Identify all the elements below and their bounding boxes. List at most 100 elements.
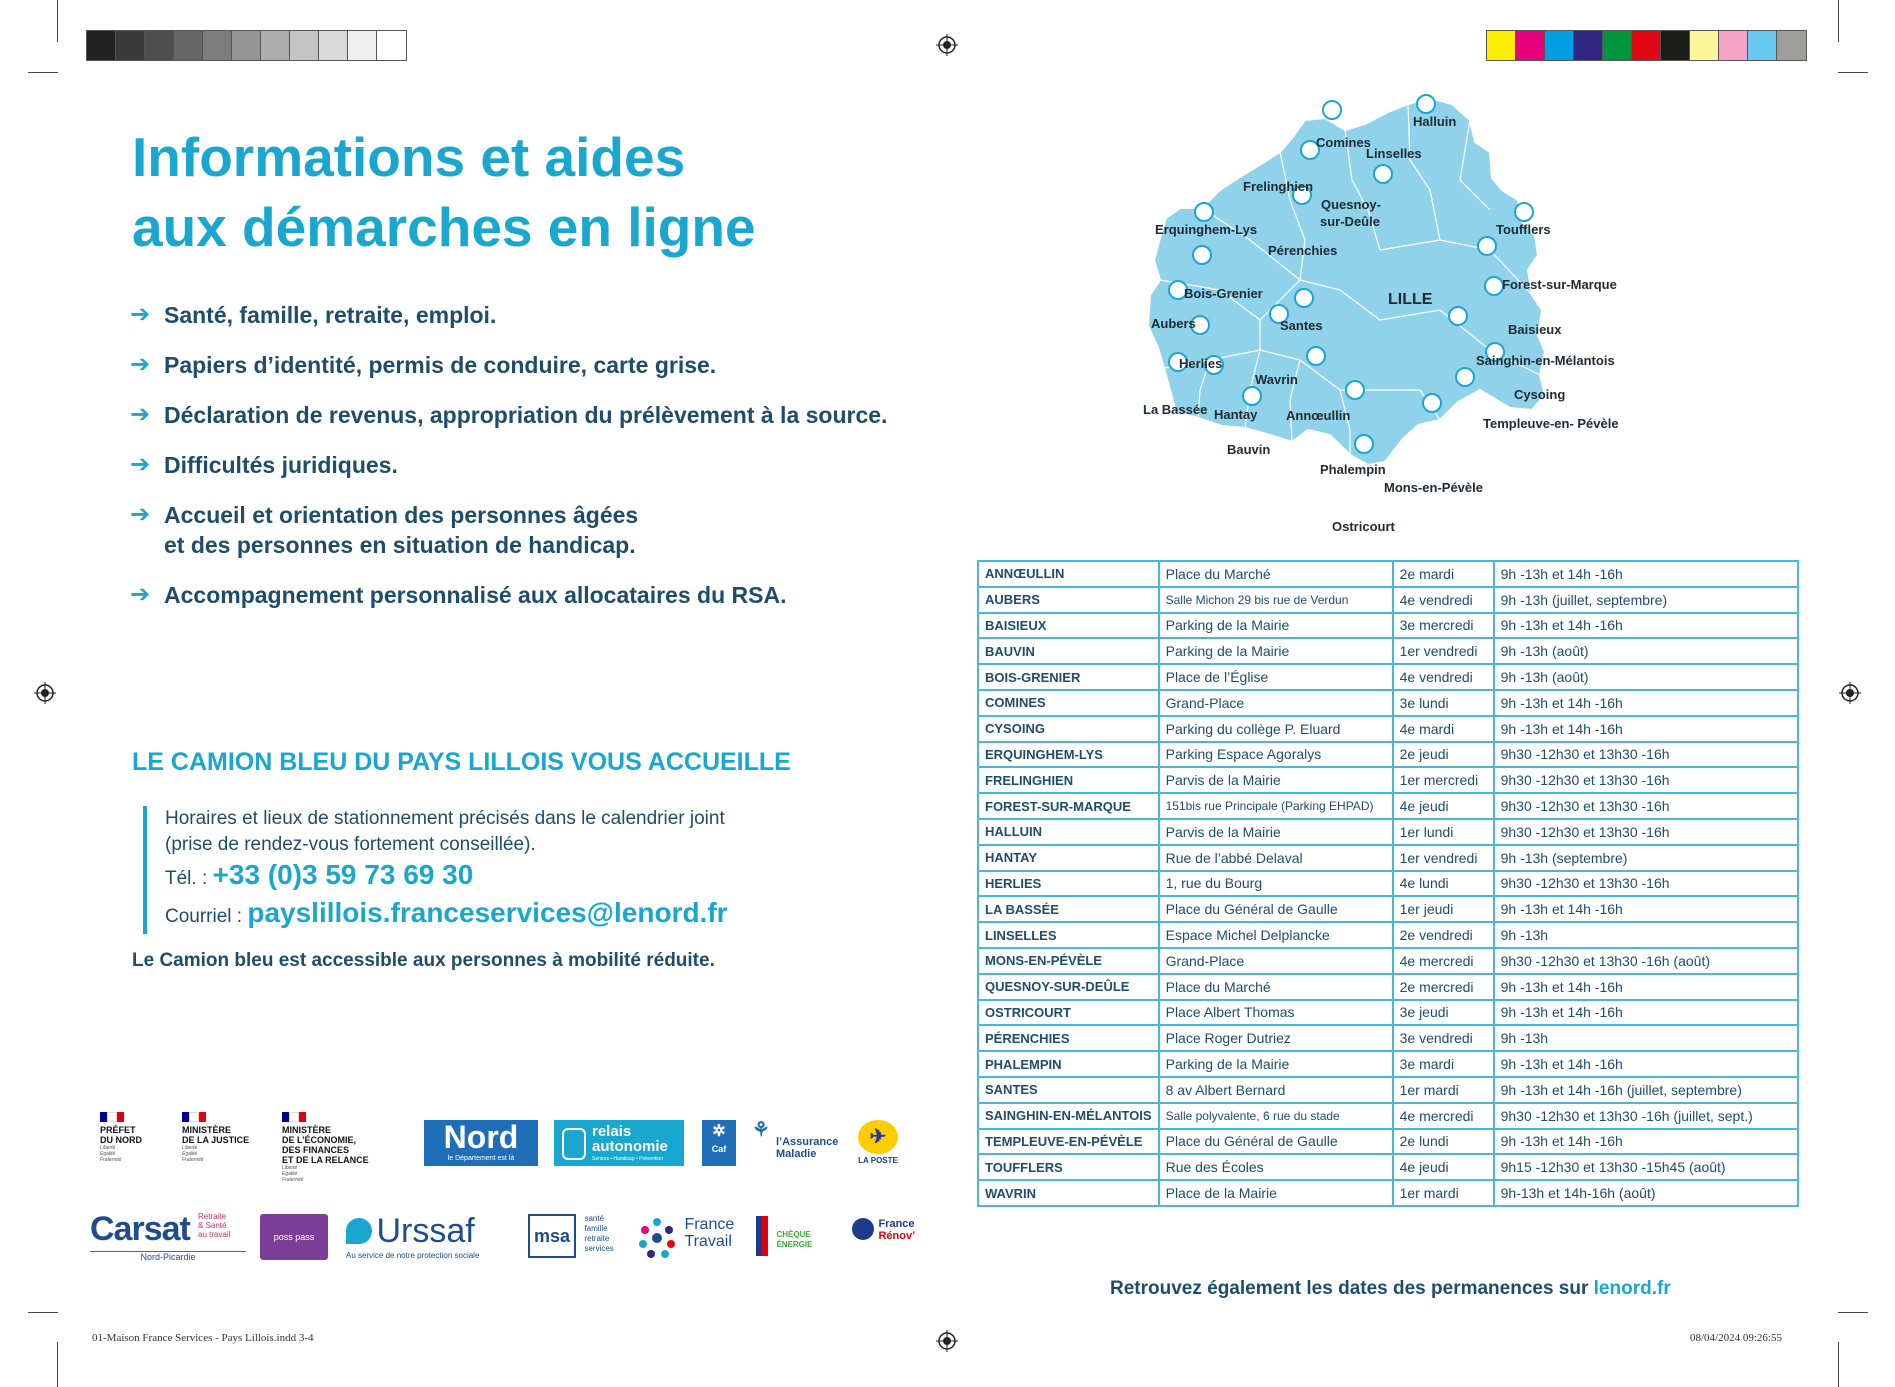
hours-cell: 9h -13h et 14h -16h	[1492, 1127, 1799, 1156]
france-travail-dots-icon	[639, 1218, 675, 1258]
camion-stop-markers	[1168, 94, 1534, 454]
hours-cell: 9h30 -12h30 et 13h30 -16h	[1492, 740, 1799, 769]
hours-cell: 9h30 -12h30 et 13h30 -16h	[1492, 869, 1799, 898]
list-item: ➔ Accueil et orientation des personnes âg…	[130, 501, 639, 558]
map-label: Templeuve-en- Pévèle	[1483, 416, 1619, 431]
email-row: Courriel : payslillois.franceservices@le…	[165, 897, 728, 928]
map-label: Bauvin	[1227, 442, 1271, 457]
day-cell: 1er jeudi	[1391, 895, 1495, 924]
stop-phalempin-icon	[1345, 380, 1365, 400]
camion-heading: LE CAMION BLEU DU PAYS LILLOIS VOUS ACCU…	[132, 748, 791, 776]
registration-mark-right-icon	[1839, 682, 1861, 704]
stop-mons-icon	[1422, 393, 1442, 413]
hours-cell: 9h30 -12h30 et 13h30 -16h	[1492, 817, 1799, 846]
table-row: TEMPLEUVE-EN-PÉVÈLE Place du Général de G…	[977, 1127, 1799, 1156]
france-renov-logo: France Rénov’	[852, 1218, 915, 1244]
location-cell: Place du Général de Gaulle	[1157, 1127, 1394, 1156]
stop-cysoing-icon	[1485, 342, 1505, 362]
location-cell: Salle polyvalente, 6 rue du stade	[1157, 1101, 1394, 1130]
day-cell: 4e jeudi	[1391, 792, 1495, 820]
table-row: PHALEMPIN Parking de la Mairie 3e mardi 9h …	[977, 1050, 1799, 1078]
location-cell: Rue de l’abbé Delaval	[1157, 843, 1394, 872]
stop-boisgrenier-icon	[1192, 245, 1212, 265]
map-label: Pérenchies	[1268, 243, 1338, 258]
stop-toufflers-icon	[1514, 202, 1534, 222]
location-cell: Place du Marché	[1157, 972, 1394, 1001]
phone-link[interactable]: +33 (0)3 59 73 69 30	[212, 859, 474, 890]
table-row: BAUVIN Parking de la Mairie 1er vendredi 9h…	[977, 637, 1799, 666]
table-row: FRELINGHIEN Parvis de la Mairie 1er mercre…	[977, 766, 1799, 795]
urssaf-drop-icon	[346, 1218, 372, 1244]
commune-cell: BOIS-GRENIER	[977, 663, 1160, 691]
relais-autonomie-logo: relais autonomie Seniors • Handicap • Pré…	[554, 1120, 684, 1166]
commune-cell: TEMPLEUVE-EN-PÉVÈLE	[977, 1127, 1160, 1156]
ministere-justice-logo: MINISTÈRE DE LA JUSTICE Liberté Égalité Fra…	[182, 1112, 249, 1163]
hours-cell: 9h30 -12h30 et 13h30 -16h	[1492, 766, 1799, 795]
map-label: Ostricourt	[1332, 519, 1395, 534]
stop-bauvin-icon	[1242, 386, 1262, 406]
table-row: WAVRIN Place de la Mairie 1er mardi 9h-13h …	[977, 1179, 1799, 1207]
list-item: ➔ Déclaration de revenus, appropriation d…	[130, 401, 888, 428]
day-cell: 3e mercredi	[1391, 611, 1495, 640]
list-item: ➔ Accompagnement personnalisé aux allocat…	[130, 581, 787, 608]
day-cell: 1er mardi	[1391, 1075, 1495, 1104]
stop-templeuve-icon	[1455, 367, 1475, 387]
house-icon	[852, 1218, 874, 1240]
assurance-maladie-logo: ⚘ l’Assurance Maladie	[752, 1119, 839, 1160]
stop-labassee-icon	[1168, 352, 1188, 372]
list-item: ➔ Santé, famille, retraite, emploi.	[130, 301, 497, 328]
location-cell: 1, rue du Bourg	[1157, 869, 1394, 898]
france-travail-logo: France Travail	[636, 1216, 734, 1260]
hours-cell: 9h-13h et 14h-16h (août)	[1492, 1179, 1799, 1207]
schedule-table: ANNŒULLIN Place du Marché 2e mardi 9h -13h …	[977, 560, 1799, 1207]
location-cell: Espace Michel Delplancke	[1157, 921, 1394, 949]
hours-cell: 9h -13h (septembre)	[1492, 843, 1799, 872]
email-link[interactable]: payslillois.franceservices@lenord.fr	[247, 897, 728, 928]
table-row: BAISIEUX Parking de la Mairie 3e mercredi 9…	[977, 611, 1799, 640]
lenord-link[interactable]: lenord.fr	[1593, 1278, 1671, 1299]
location-cell: Parking de la Mairie	[1157, 1050, 1394, 1078]
registration-mark-bottom-icon	[936, 1330, 958, 1352]
registration-mark-left-icon	[34, 682, 56, 704]
map-label: Forest-sur-Marque	[1502, 277, 1617, 292]
map-label: Baisieux	[1508, 322, 1562, 337]
map-label: Bois-Grenier	[1184, 286, 1263, 301]
stop-baisieux-icon	[1484, 276, 1504, 296]
map-label: Santes	[1280, 318, 1323, 333]
title-line-1: Informations et aides	[132, 126, 686, 188]
title-line-2: aux démarches en ligne	[132, 196, 756, 258]
commune-cell: QUESNOY-SUR-DEÛLE	[977, 972, 1160, 1001]
location-cell: Grand-Place	[1157, 688, 1394, 717]
location-cell: Parvis de la Mairie	[1157, 817, 1394, 846]
map-label: Hantay	[1214, 407, 1258, 422]
hours-cell: 9h -13h et 14h -16h	[1492, 1050, 1799, 1078]
commune-cell: FRELINGHIEN	[977, 766, 1160, 795]
commune-cell: PÉRENCHIES	[977, 1024, 1160, 1053]
caf-logo: ✲ Caf	[702, 1120, 736, 1166]
table-row: COMINES Grand-Place 3e lundi 9h -13h et 14h…	[977, 688, 1799, 717]
table-row: ERQUINGHEM-LYS Parking Espace Agoralys 2e …	[977, 740, 1799, 769]
arrow-right-icon: ➔	[130, 351, 151, 378]
map-label: Mons-en-Pévèle	[1384, 480, 1483, 495]
services-list: ➔ Santé, famille, retraite, emploi. ➔ Papi…	[130, 300, 970, 630]
appointment-info: (prise de rendez-vous fortement conseill…	[165, 834, 536, 855]
location-cell: Grand-Place	[1157, 946, 1394, 975]
hours-cell: 9h -13h et 14h -16h (juillet, septembre)	[1492, 1075, 1799, 1104]
hours-cell: 9h -13h et 14h -16h	[1492, 688, 1799, 717]
stop-linselles-icon	[1373, 164, 1393, 184]
map-label: Cysoing	[1514, 387, 1566, 402]
caf-star-icon: ✲	[712, 1123, 726, 1140]
table-row: FOREST-SUR-MARQUE 151bis rue Principale (…	[977, 792, 1799, 820]
table-row: OSTRICOURT Place Albert Thomas 3e jeudi 9h …	[977, 998, 1799, 1027]
list-item: ➔ Difficultés juridiques.	[130, 451, 398, 478]
day-cell: 1er mercredi	[1391, 766, 1495, 795]
location-cell: Rue des Écoles	[1157, 1153, 1394, 1182]
arrow-right-icon: ➔	[130, 401, 151, 428]
hours-cell: 9h30 -12h30 et 13h30 -16h (août)	[1492, 946, 1799, 975]
day-cell: 4e mercredi	[1391, 946, 1495, 975]
day-cell: 3e lundi	[1391, 688, 1495, 717]
day-cell: 4e mardi	[1391, 714, 1495, 743]
commune-cell: COMINES	[977, 688, 1160, 717]
cheque-energie-logo: CHÈQUE ÉNERGIE	[756, 1216, 812, 1256]
day-cell: 2e jeudi	[1391, 740, 1495, 769]
